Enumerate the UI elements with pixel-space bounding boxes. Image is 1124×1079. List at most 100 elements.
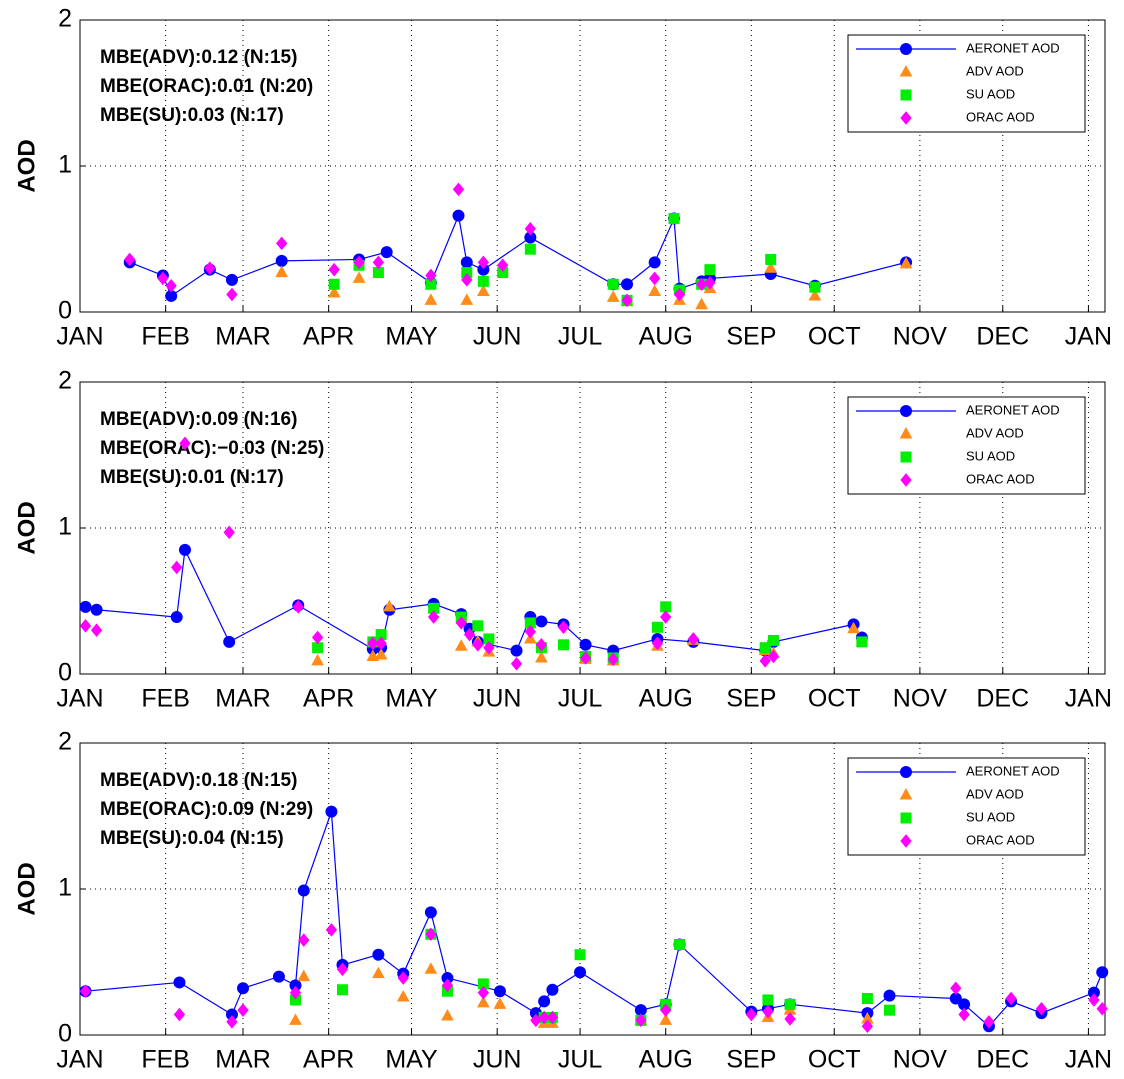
point [621,278,634,291]
point [899,426,913,439]
point [900,405,912,417]
point [237,982,250,995]
x-tick-label: AUG [639,685,693,713]
point [510,656,523,671]
x-tick-label: JUL [558,685,603,713]
point [165,278,177,293]
point [328,278,340,290]
point [651,621,663,633]
point [276,236,288,251]
point [311,630,324,645]
annotation: MBE(SU):0.03 (N:17) [100,105,284,126]
x-tick-label: APR [303,685,354,713]
point [765,253,777,265]
point [535,615,548,628]
point [900,89,912,101]
x-tick-label: JAN [56,1046,103,1074]
point [704,264,716,276]
point [648,284,662,297]
point [900,834,912,848]
legend-box [847,757,1086,856]
point [396,990,410,1002]
legend-label: AERONET AOD [966,402,1060,417]
point [784,1012,796,1026]
point [79,984,92,998]
x-tick-label: FEB [141,1046,190,1074]
point [90,603,103,616]
point [226,287,238,302]
y-tick-label: 1 [58,151,72,179]
point [524,221,536,236]
point [660,610,672,624]
x-tick-label: OCT [808,1046,861,1074]
x-tick-label: AUG [639,1046,693,1074]
panel: 0 1 2 JAN FEB MAR APR MAY JUN JUL AUG SEP OCT NOV DEC J… [13,5,1112,351]
point [1035,1001,1048,1016]
point [173,1007,186,1022]
panel: 0 1 2 JAN FEB MAR APR MAY JUN JUL AUG SEP OCT NOV DEC J… [13,367,1112,713]
point [1096,966,1109,979]
point [424,293,438,305]
x-tick-label: MAY [385,685,438,713]
point [530,1013,542,1028]
point [607,278,619,290]
x-tick-label: FEB [141,685,190,713]
point [124,252,136,267]
point [1005,991,1017,1006]
point [574,966,587,979]
point [759,654,771,668]
point [524,243,536,255]
point [477,275,489,287]
point [546,1010,559,1025]
point [687,632,699,646]
point [460,293,474,305]
point [454,639,468,651]
y-axis-label: AOD [13,139,40,192]
y-tick-label: 0 [58,297,72,325]
point [225,273,238,286]
point [223,525,235,540]
point [900,766,912,778]
point [372,966,385,979]
point [327,285,341,298]
point [574,949,586,961]
x-tick-label: APR [303,323,354,351]
point [497,258,509,273]
point [606,290,620,302]
y-tick-label: 2 [58,5,72,33]
x-tick-label: SEP [726,323,776,351]
x-tick-label: MAR [215,685,271,713]
legend-label: ORAC AOD [966,471,1035,486]
axes-frame [79,381,1106,675]
point [372,948,385,961]
legend-box [847,396,1086,495]
point [472,638,484,652]
point [460,256,473,269]
point [171,560,183,575]
x-tick-label: SEP [726,685,776,713]
point [767,649,780,664]
x-tick-label: JUN [473,685,522,713]
point [226,1015,238,1029]
point [900,451,912,463]
point [441,1008,454,1021]
point [535,638,548,652]
x-tick-label: DEC [976,323,1029,351]
point [660,1003,672,1017]
point [493,997,507,1009]
point [762,994,774,1006]
point [900,812,912,824]
point [809,281,821,293]
point [425,927,437,942]
legend-label: AERONET AOD [966,763,1060,778]
point [441,978,454,993]
point [380,246,393,259]
point [297,884,310,897]
annotation: MBE(ORAC):0.01 (N:20) [100,76,313,97]
point [808,288,822,301]
point [79,619,92,633]
point [983,1015,995,1029]
x-tick-label: OCT [808,685,861,713]
legend: AERONET AOD ADV AOD SU AOD ORAC AOD [847,757,1086,856]
point [90,623,103,637]
